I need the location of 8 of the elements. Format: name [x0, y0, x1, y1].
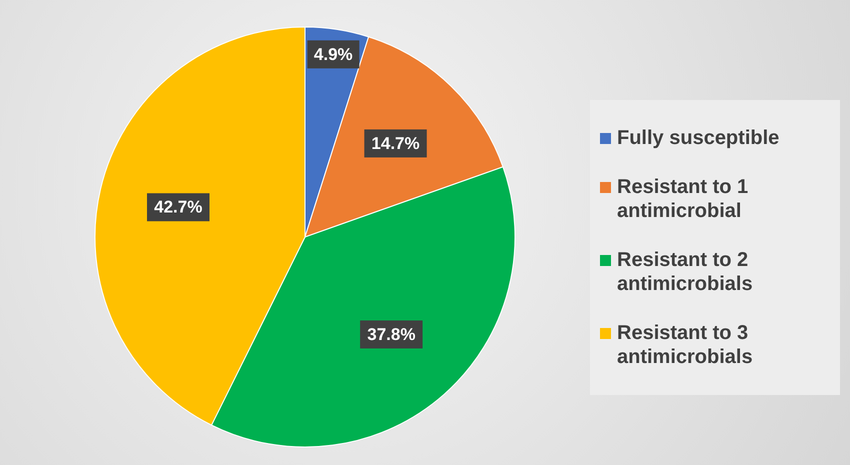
- legend-label: Fully susceptible: [617, 126, 780, 150]
- legend-label: Resistant to 3 antimicrobials: [617, 320, 754, 369]
- legend-label: Resistant to 2 antimicrobials: [617, 248, 754, 296]
- legend-label: Resistant to 1 antimicrobial: [617, 175, 750, 224]
- data-label: 14.7%: [371, 134, 420, 153]
- data-label: 4.9%: [314, 44, 353, 64]
- data-label: 42.7%: [154, 198, 202, 217]
- data-label: 37.8%: [367, 324, 416, 344]
